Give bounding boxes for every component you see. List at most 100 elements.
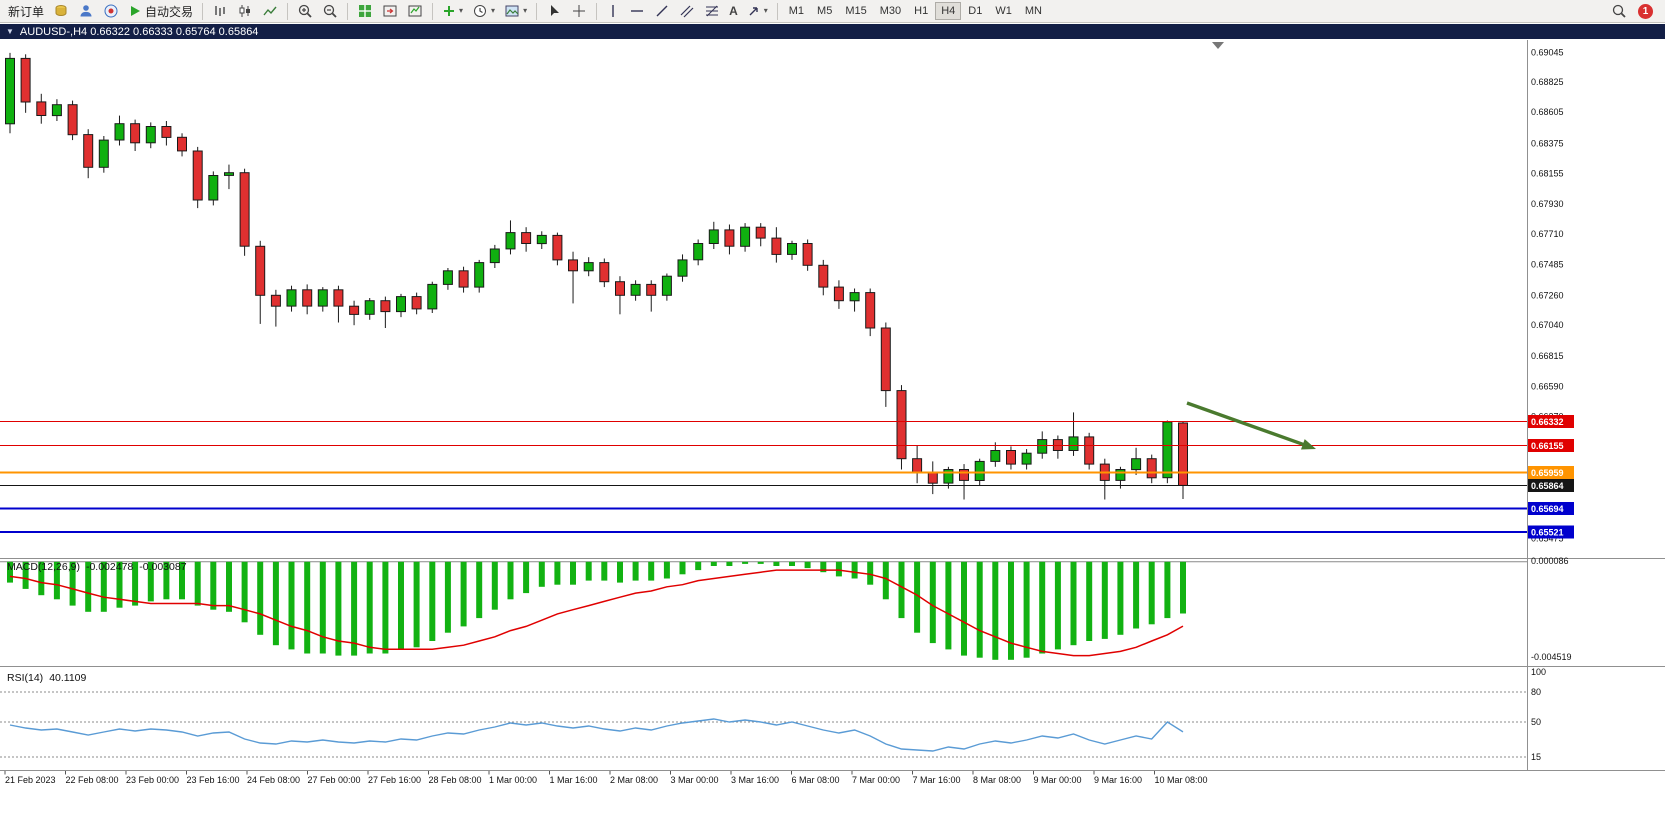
candle-up[interactable] xyxy=(943,469,954,484)
candle-down[interactable] xyxy=(724,229,735,247)
line-chart-mode-button[interactable] xyxy=(258,1,282,21)
profile-button[interactable] xyxy=(74,1,98,21)
chart-shift-marker[interactable] xyxy=(1212,42,1224,49)
bar-chart-mode-button[interactable] xyxy=(208,1,232,21)
timeframe-h4[interactable]: H4 xyxy=(935,2,962,20)
candle-up[interactable] xyxy=(1021,452,1032,465)
candle-up[interactable] xyxy=(286,289,297,307)
crosshair-tool-button[interactable] xyxy=(567,1,591,21)
candle-up[interactable] xyxy=(98,139,109,168)
new-order-button[interactable]: 新订单 xyxy=(8,4,45,19)
candle-down[interactable] xyxy=(880,327,891,392)
candle-up[interactable] xyxy=(1131,458,1142,471)
timeframe-m15[interactable]: M15 xyxy=(845,5,867,17)
candle-up[interactable] xyxy=(1115,469,1126,481)
candle-down[interactable] xyxy=(255,245,266,296)
search-button[interactable] xyxy=(1607,1,1631,21)
candle-up[interactable] xyxy=(396,296,406,313)
candle-down[interactable] xyxy=(568,259,578,272)
candle-up[interactable] xyxy=(442,270,453,285)
candle-up[interactable] xyxy=(114,123,125,141)
timeframe-w1[interactable]: W1 xyxy=(995,5,1012,17)
candle-up[interactable] xyxy=(5,57,15,125)
candle-down[interactable] xyxy=(599,262,610,283)
tile-windows-button[interactable] xyxy=(353,1,377,21)
candlestick-series[interactable] xyxy=(5,52,1188,500)
horizontal-line-tool-button[interactable] xyxy=(625,1,649,21)
timeframe-m30[interactable]: M30 xyxy=(879,5,902,17)
arrow-annotation[interactable] xyxy=(1186,401,1316,450)
deposit-button[interactable] xyxy=(49,1,73,21)
candle-down[interactable] xyxy=(818,264,829,288)
candle-up[interactable] xyxy=(677,259,688,277)
cursor-tool-button[interactable] xyxy=(542,1,566,21)
timeframe-mn[interactable]: MN xyxy=(1024,5,1042,17)
candle-down[interactable] xyxy=(1178,422,1188,486)
candle-down[interactable] xyxy=(83,134,94,168)
candle-down[interactable] xyxy=(130,123,141,144)
candle-down[interactable] xyxy=(959,469,969,481)
candle-down[interactable] xyxy=(552,234,563,261)
candle-down[interactable] xyxy=(865,292,876,329)
candle-down[interactable] xyxy=(270,294,281,307)
timeframe-m1[interactable]: M1 xyxy=(788,5,805,17)
notification-badge[interactable]: 1 xyxy=(1638,3,1653,19)
candle-down[interactable] xyxy=(1052,439,1063,452)
candle-up[interactable] xyxy=(474,262,485,288)
text-tool-button[interactable]: A xyxy=(725,2,742,20)
candle-up[interactable] xyxy=(974,460,985,481)
candle-down[interactable] xyxy=(521,232,532,245)
candle-down[interactable] xyxy=(333,289,344,307)
candle-down[interactable] xyxy=(20,57,31,103)
candle-up[interactable] xyxy=(990,450,1001,462)
candle-up[interactable] xyxy=(489,248,500,264)
macd-panel[interactable]: 0.000086 -0.004519 xyxy=(0,556,1572,662)
channel-tool-button[interactable] xyxy=(675,1,699,21)
candle-up[interactable] xyxy=(1068,436,1079,451)
candle-up[interactable] xyxy=(661,275,672,296)
candle-down[interactable] xyxy=(302,289,313,307)
trend-arrow[interactable] xyxy=(1186,401,1310,448)
arrows-tool-button[interactable]: ▾ xyxy=(743,2,772,20)
candle-up[interactable] xyxy=(317,289,328,307)
candle-up[interactable] xyxy=(787,243,797,255)
horizontal-price-lines[interactable]: 0.66332 0.66155 0.65959 0.65864 0.65694 0.655… xyxy=(0,415,1574,539)
candle-down[interactable] xyxy=(36,101,47,117)
candle-down[interactable] xyxy=(771,237,782,255)
candle-down[interactable] xyxy=(802,243,813,266)
candle-down[interactable] xyxy=(1006,450,1016,465)
candle-down[interactable] xyxy=(927,471,938,484)
candle-down[interactable] xyxy=(239,172,250,247)
candle-down[interactable] xyxy=(161,126,172,138)
candle-chart-mode-button[interactable] xyxy=(233,1,257,21)
candle-down[interactable] xyxy=(1146,458,1157,479)
candle-down[interactable] xyxy=(1084,436,1095,465)
trendline-tool-button[interactable] xyxy=(650,1,674,21)
templates-button[interactable]: ▾ xyxy=(500,1,531,21)
candle-up[interactable] xyxy=(505,232,516,250)
candle-up[interactable] xyxy=(693,243,704,261)
candle-up[interactable] xyxy=(224,172,234,176)
candle-up[interactable] xyxy=(427,283,438,310)
rsi-panel[interactable]: 100 80 50 15 xyxy=(0,667,1546,762)
chart-shift-button[interactable] xyxy=(378,1,402,21)
candle-up[interactable] xyxy=(364,300,375,315)
candle-down[interactable] xyxy=(646,283,657,296)
zoom-in-button[interactable] xyxy=(293,1,317,21)
vertical-line-tool-button[interactable] xyxy=(602,1,624,21)
candle-down[interactable] xyxy=(411,296,422,310)
timeframe-h1[interactable]: H1 xyxy=(914,5,929,17)
candle-down[interactable] xyxy=(755,226,766,239)
candle-up[interactable] xyxy=(536,234,547,245)
auto-trade-button[interactable]: 自动交易 xyxy=(124,1,197,22)
periods-button[interactable]: ▾ xyxy=(468,1,499,21)
candle-up[interactable] xyxy=(51,104,62,117)
zoom-out-button[interactable] xyxy=(318,1,342,21)
chart-menu-icon[interactable]: ▼ xyxy=(6,27,14,36)
candle-down[interactable] xyxy=(67,104,78,136)
candle-down[interactable] xyxy=(349,305,360,315)
timeframe-m5[interactable]: M5 xyxy=(817,5,833,17)
community-button[interactable] xyxy=(99,1,123,21)
candle-up[interactable] xyxy=(740,226,751,247)
